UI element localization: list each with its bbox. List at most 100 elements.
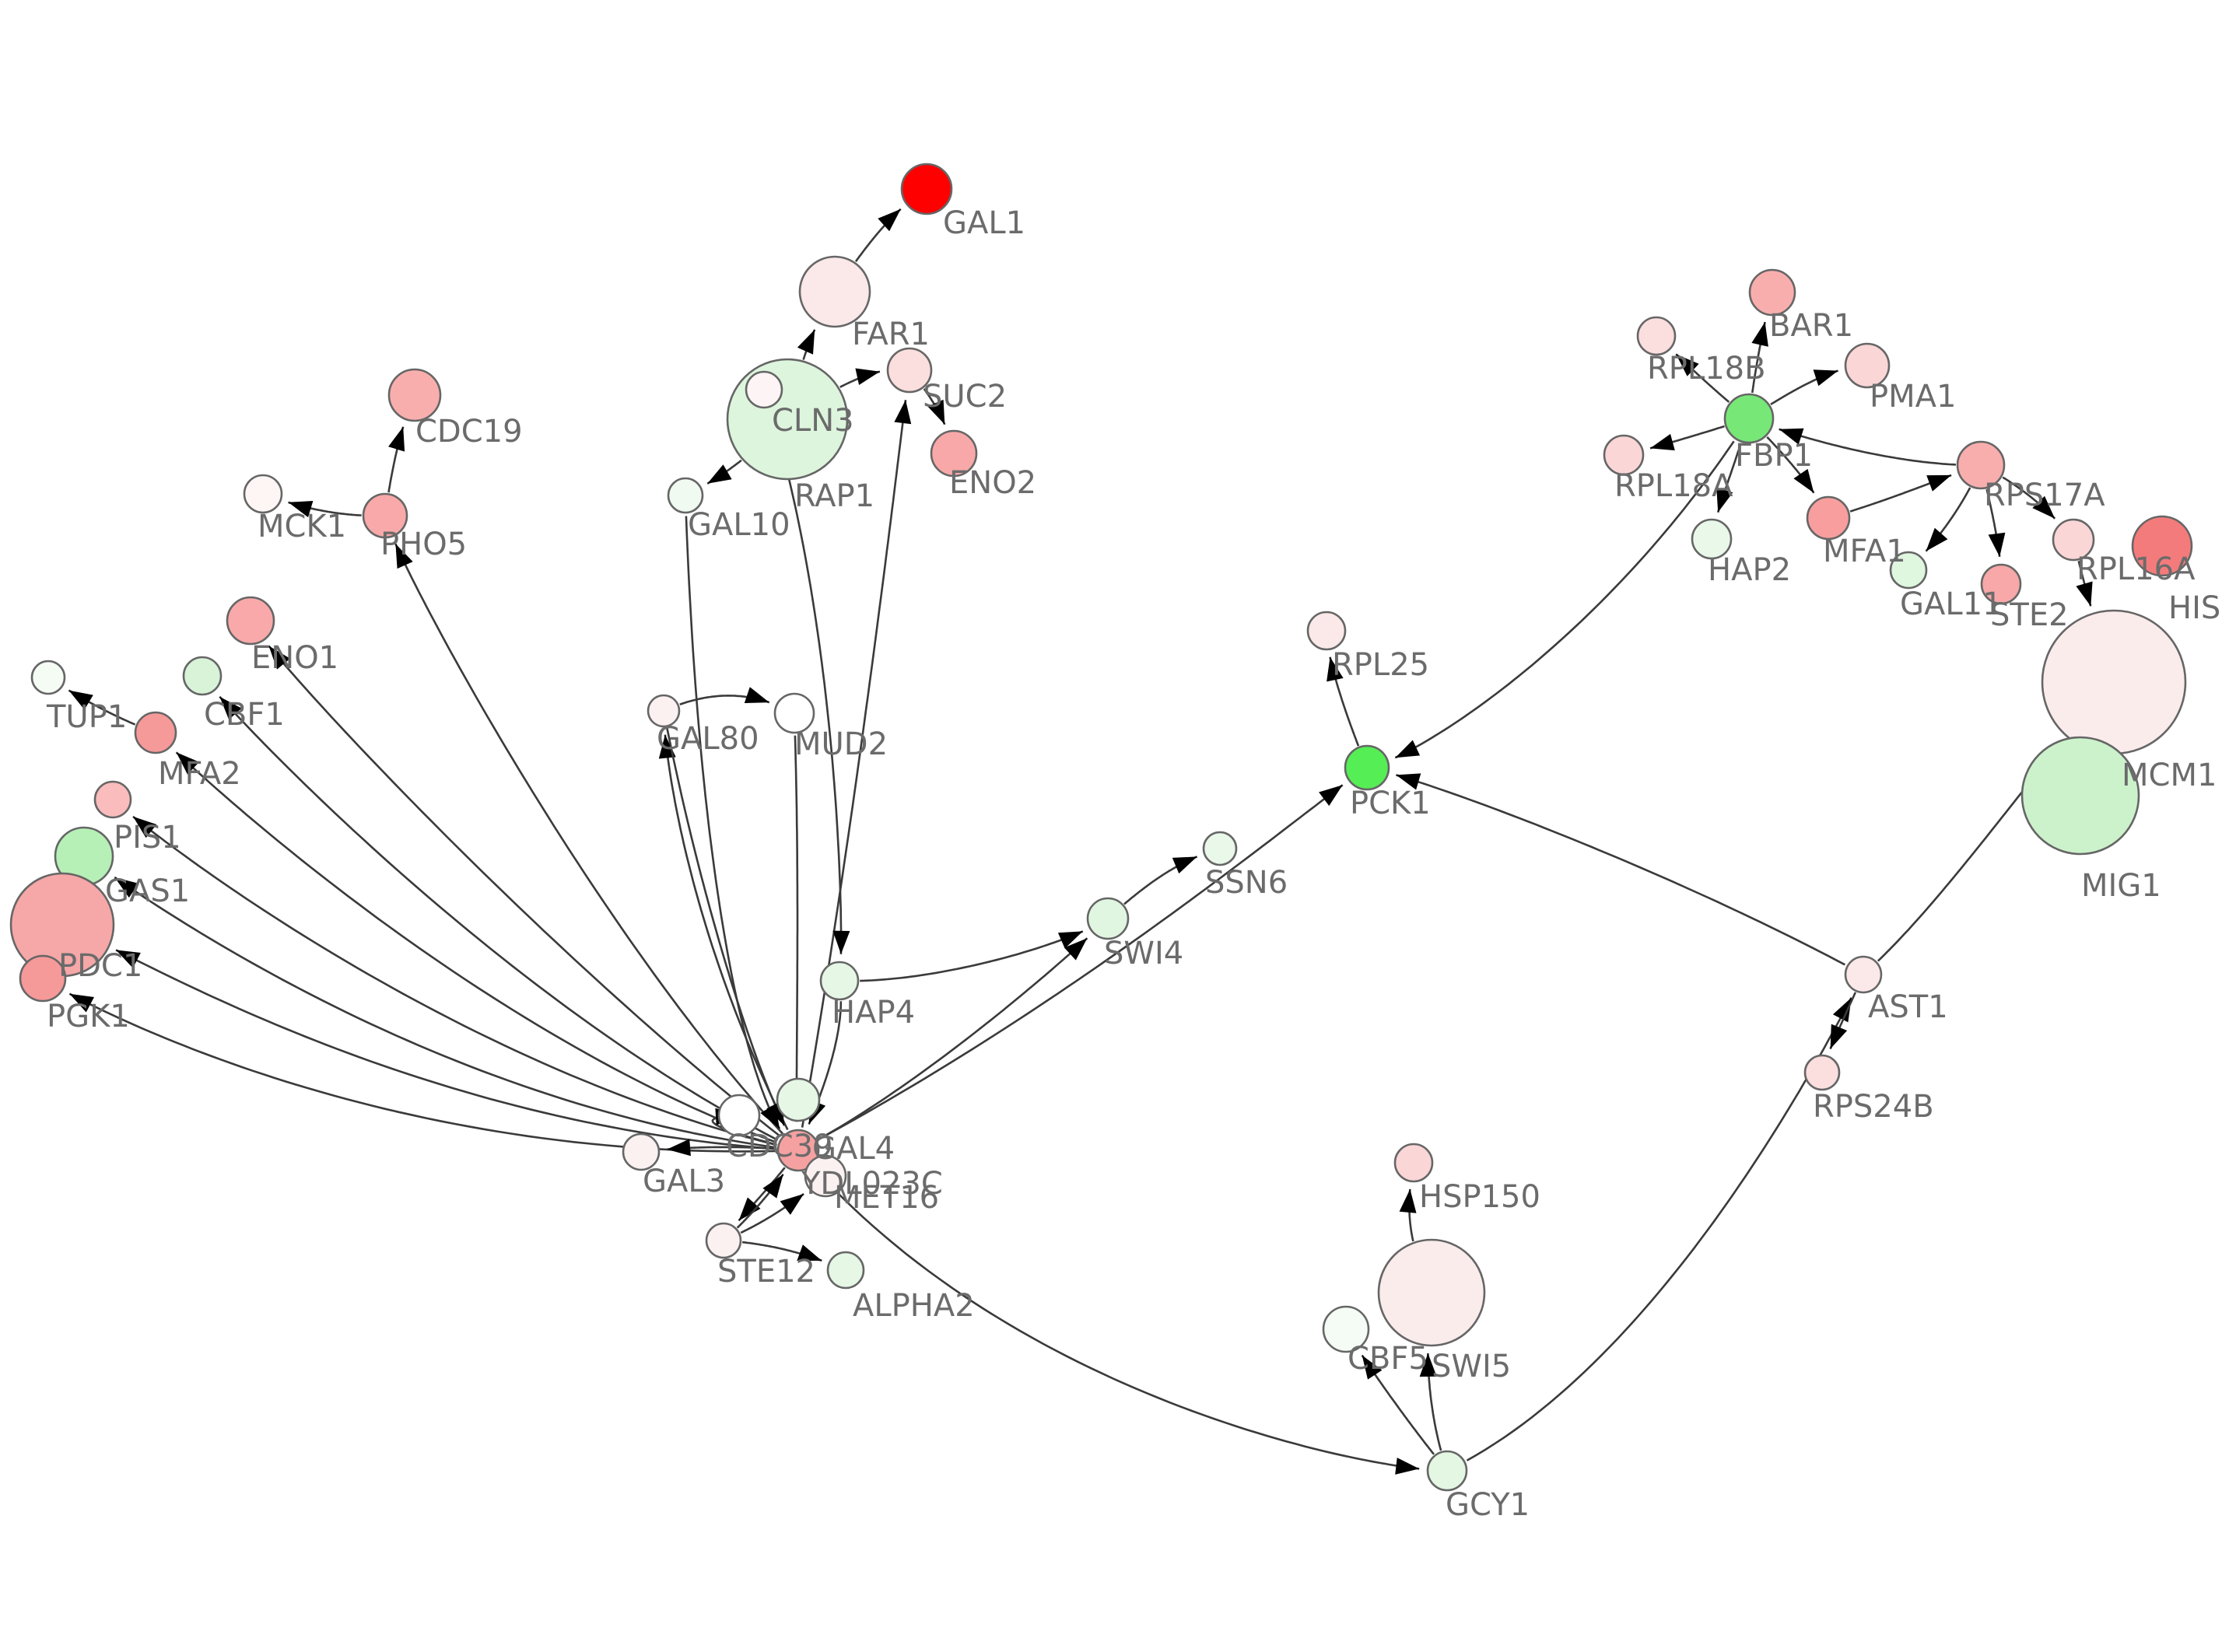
node-GAL80[interactable] — [647, 694, 681, 728]
node-GAL10[interactable] — [667, 477, 704, 514]
nodes-layer[interactable] — [9, 163, 2193, 1492]
node-GAL3[interactable] — [622, 1132, 661, 1171]
edge-GAL4-to-PDC1[interactable] — [115, 949, 775, 1150]
node-SWI4[interactable] — [1086, 897, 1130, 940]
node-RPL18B[interactable] — [1636, 316, 1677, 356]
node-label-GAL1: GAL1 — [943, 205, 1025, 241]
node-TUP1[interactable] — [30, 660, 66, 695]
edge-GAL4-to-MFA2[interactable] — [175, 751, 776, 1143]
node-label-HAP4: HAP4 — [832, 995, 915, 1031]
edge-GAL4-to-ENO1[interactable] — [268, 645, 781, 1138]
node-label-SSN6: SSN6 — [1205, 865, 1288, 901]
edge-FBP1-to-PCK1[interactable] — [1394, 440, 1735, 759]
node-STE2[interactable] — [1980, 563, 2022, 605]
node-label-RPS24B: RPS24B — [1813, 1089, 1934, 1125]
edge-RPS17A-to-FBP1[interactable] — [1779, 428, 1956, 466]
arrowhead-FBP1-to-HAP2 — [1716, 487, 1733, 513]
node-PMA1[interactable] — [1844, 342, 1891, 389]
arrowhead-GAL4-to-PHO5 — [395, 544, 413, 569]
node-BAR1[interactable] — [1748, 268, 1796, 317]
node-MET16[interactable] — [776, 1077, 821, 1122]
arrowhead-MFA1-to-RPS17A — [1926, 474, 1952, 492]
edge-RAP1-to-HAP4[interactable] — [769, 408, 843, 954]
edge-GAL10-to-GAL4[interactable] — [685, 516, 781, 1130]
node-GAL1[interactable] — [900, 163, 953, 215]
arrowhead-AST1-to-PCK1 — [1396, 773, 1421, 790]
edge-GCY1-to-AST1[interactable] — [1466, 997, 1852, 1461]
edge-AST1-to-PCK1[interactable] — [1396, 774, 1845, 966]
node-PGK1[interactable] — [19, 954, 67, 1003]
node-label-GAL11: GAL11 — [1900, 586, 2003, 622]
edge-GAL4-to-PHO5[interactable] — [394, 543, 784, 1135]
node-CBF1[interactable] — [182, 656, 223, 696]
node-PHO5[interactable] — [362, 492, 408, 539]
node-label-RPS17A: RPS17A — [1984, 478, 2105, 513]
node-HIS4[interactable] — [2131, 515, 2193, 577]
node-HAP4[interactable] — [819, 961, 860, 1001]
node-GCY1[interactable] — [1426, 1450, 1468, 1492]
node-SWI5[interactable] — [1377, 1238, 1486, 1347]
arrowhead-FBP1-to-RPL18A — [1650, 433, 1675, 451]
edge-GAL4-to-GAS1[interactable] — [114, 876, 775, 1149]
node-SSN6[interactable] — [1202, 831, 1238, 866]
node-MFA2[interactable] — [134, 711, 177, 754]
edge-GAL4-to-PGK1[interactable] — [68, 992, 776, 1153]
node-PCK1[interactable] — [1344, 744, 1390, 791]
arrowhead-GAL4-to-GAL3 — [667, 1139, 691, 1157]
node-STE12[interactable] — [705, 1222, 742, 1259]
arrowhead-HAP4-to-SWI4 — [1057, 931, 1083, 949]
edge-GAL80-to-GAL4[interactable] — [666, 727, 786, 1126]
edge-GAL4-to-GAL80[interactable] — [664, 734, 789, 1131]
node-HSP150[interactable] — [1393, 1143, 1434, 1183]
node-RPS24B[interactable] — [1803, 1054, 1841, 1091]
node-AST1[interactable] — [1844, 955, 1883, 994]
node-HAP2[interactable] — [1691, 518, 1733, 560]
node-RPS17A[interactable] — [1956, 440, 2006, 490]
arrowhead-GCY1-to-AST1 — [1832, 997, 1852, 1023]
node-SUC2[interactable] — [886, 347, 933, 394]
node-RPL25[interactable] — [1306, 611, 1347, 651]
node-label-MCM1: MCM1 — [2122, 758, 2217, 793]
edges-layer — [68, 208, 2093, 1475]
node-CBF5[interactable] — [1322, 1305, 1370, 1353]
node-FAR1[interactable] — [798, 255, 871, 328]
node-MCK1[interactable] — [243, 474, 283, 514]
node-label-CBF5: CBF5 — [1348, 1341, 1428, 1377]
node-GAL11[interactable] — [1889, 551, 1928, 590]
node-GAL4[interactable] — [776, 1129, 820, 1172]
node-YDL023C[interactable] — [804, 1154, 847, 1198]
node-FBP1[interactable] — [1723, 393, 1775, 444]
edge-GAL4-to-SWI4[interactable] — [817, 937, 1088, 1141]
arrowhead-GAL4-to-ENO1 — [268, 646, 290, 670]
node-label-PCK1: PCK1 — [1350, 786, 1431, 821]
node-ENO2[interactable] — [930, 429, 978, 478]
edge-HAP4-to-SWI4[interactable] — [860, 930, 1084, 982]
node-label-CLN3: CLN3 — [772, 403, 854, 439]
node-PIS1[interactable] — [93, 780, 132, 819]
node-label-MET16: MET16 — [834, 1180, 939, 1216]
arrowhead-PHO5-to-CDC19 — [388, 426, 405, 452]
node-ALPHA2[interactable] — [826, 1251, 865, 1290]
edge-GAL4-to-PIS1[interactable] — [132, 815, 776, 1146]
edge-GAL4-to-GCY1[interactable] — [812, 1166, 1420, 1470]
arrowhead-FBP1-to-PMA1 — [1813, 369, 1838, 387]
node-label-GAL4: GAL4 — [812, 1131, 895, 1167]
arrowhead-FBP1-to-PCK1 — [1395, 740, 1421, 758]
node-CDC19[interactable] — [387, 368, 442, 422]
node-MUD2[interactable] — [773, 692, 815, 734]
node-MFA1[interactable] — [1806, 495, 1851, 541]
arrowhead-SWI5-to-HSP150 — [1399, 1188, 1417, 1213]
edge-GAL4-to-PCK1[interactable] — [817, 784, 1344, 1141]
node-MIG1[interactable] — [2020, 736, 2140, 856]
node-label-HAP2: HAP2 — [1708, 552, 1791, 588]
edge-MUD2-to-GAL4[interactable] — [794, 735, 799, 1122]
edge-GAL4-to-CBF1[interactable] — [219, 695, 779, 1141]
node-RPL16A[interactable] — [2052, 518, 2095, 562]
node-CDC39[interactable] — [717, 1094, 761, 1137]
node-ENO1[interactable] — [226, 596, 275, 646]
node-RPL18A[interactable] — [1603, 434, 1645, 476]
arrowhead-GAL4-to-PCK1 — [1319, 785, 1343, 807]
node-RAP1[interactable] — [745, 370, 783, 409]
